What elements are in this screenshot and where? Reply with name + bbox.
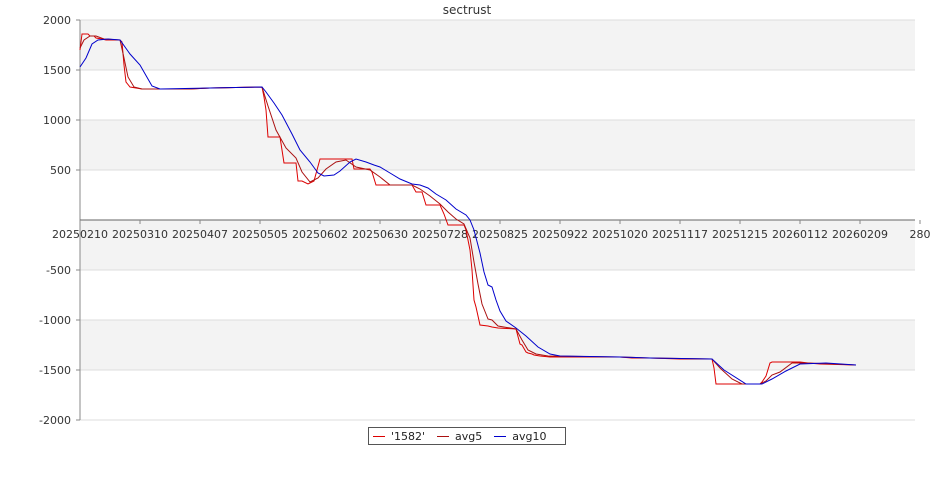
x-tick-label: 20250310 xyxy=(112,228,168,241)
x-axis-tick-labels: 20250210 20250310 20250407 20250505 20250602… xyxy=(52,228,931,241)
y-tick-label: 500 xyxy=(50,164,71,177)
x-tick-label: 280 xyxy=(910,228,931,241)
legend-swatch xyxy=(373,435,385,437)
x-tick-label: 20250407 xyxy=(172,228,228,241)
legend: '1582' avg5 avg10 xyxy=(368,427,566,445)
legend-item-avg10: avg10 xyxy=(494,429,547,443)
y-tick-label: -1000 xyxy=(39,314,71,327)
y-tick-label: 1000 xyxy=(43,114,71,127)
legend-label: avg5 xyxy=(455,429,483,443)
grid-bands xyxy=(80,20,915,370)
legend-label: avg10 xyxy=(512,429,547,443)
gridlines xyxy=(80,19,915,421)
x-tick-label: 20250505 xyxy=(232,228,288,241)
y-tick-label: -1500 xyxy=(39,364,71,377)
grid-band-0 xyxy=(80,20,915,70)
series-lines xyxy=(79,33,857,385)
x-tick-label: 20251020 xyxy=(592,228,648,241)
legend-swatch xyxy=(437,435,450,437)
x-tick-label: 20251215 xyxy=(712,228,768,241)
x-tick-label: 20250825 xyxy=(472,228,528,241)
x-tick-label: 20260209 xyxy=(832,228,888,241)
x-tick-label: 20250210 xyxy=(52,228,108,241)
grid-band-1 xyxy=(80,120,915,170)
legend-label: '1582' xyxy=(391,429,426,443)
x-tick-label: 20250728 xyxy=(412,228,468,241)
y-tick-label: 2000 xyxy=(43,14,71,27)
x-tick-label: 20260112 xyxy=(772,228,828,241)
x-tick-label: 20250630 xyxy=(352,228,408,241)
legend-item-s1582: '1582' xyxy=(373,430,425,443)
series-line-avg10 xyxy=(79,38,857,385)
x-tick-label: 20250602 xyxy=(292,228,348,241)
y-tick-label: -2000 xyxy=(39,414,71,427)
grid-band-2 xyxy=(80,220,915,270)
x-tick-label: 20251117 xyxy=(652,228,708,241)
y-tick-label: -500 xyxy=(46,264,71,277)
y-tick-label: 1500 xyxy=(43,64,71,77)
chart-title: sectrust xyxy=(443,3,492,17)
x-tick-label: 20250922 xyxy=(532,228,588,241)
legend-item-avg5: avg5 xyxy=(437,430,482,443)
axes xyxy=(76,19,921,421)
legend-swatch xyxy=(494,435,507,437)
y-axis-tick-labels: 2000 1500 1000 500 -500 -1000 -1500 -2000 xyxy=(39,14,71,427)
